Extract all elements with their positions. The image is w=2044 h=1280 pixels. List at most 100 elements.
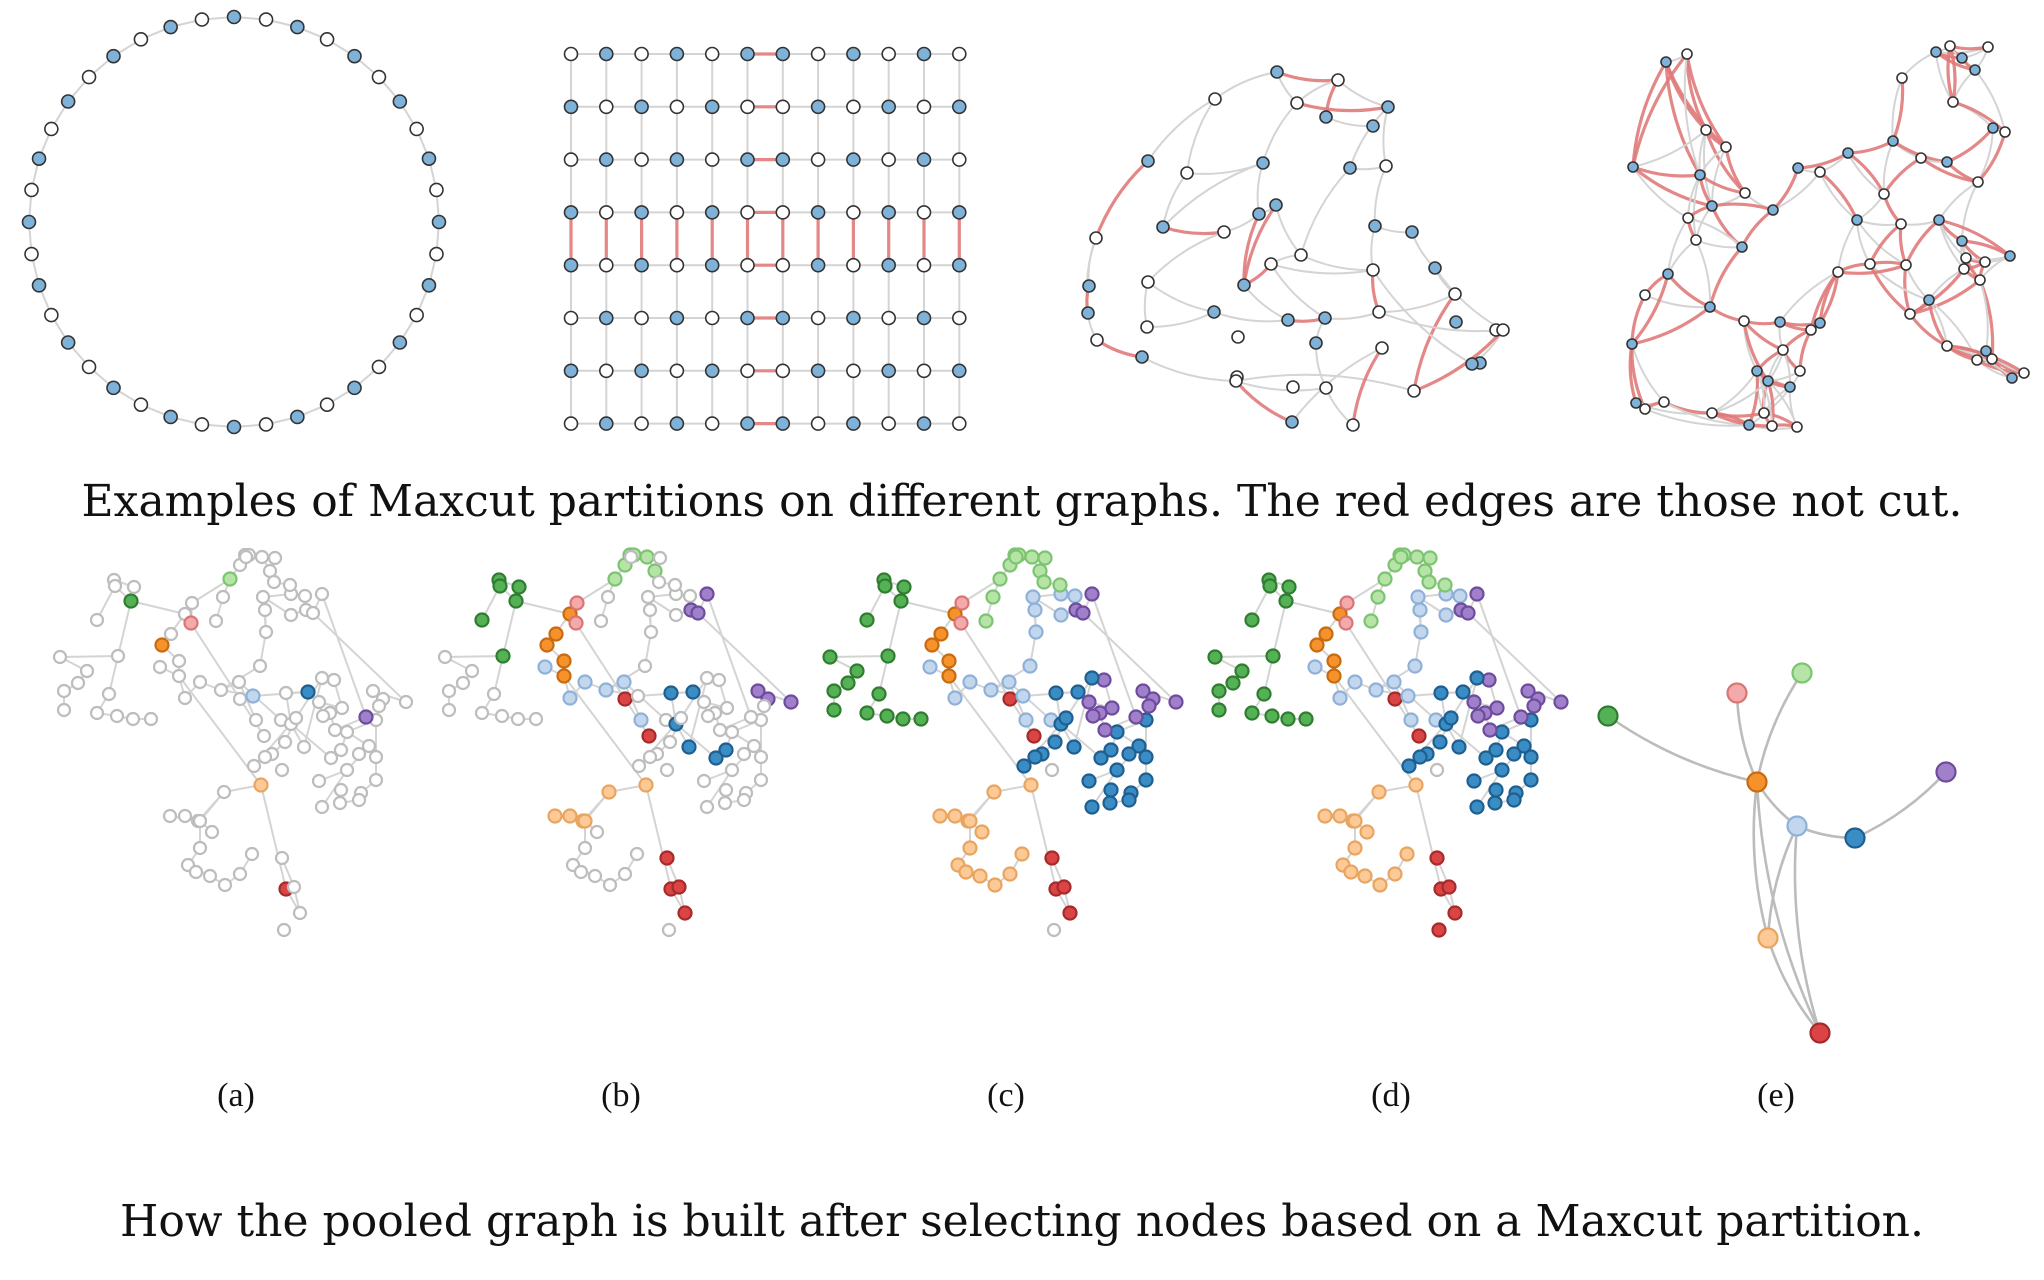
- pooled-graph-panel-e: [1597, 662, 1957, 1044]
- cut-edge: [1270, 263, 1326, 319]
- cluster-node: [1433, 685, 1449, 701]
- cluster-node: [598, 682, 614, 698]
- unselected-node: [1805, 324, 1817, 336]
- tree-node: [1429, 762, 1445, 778]
- selected-node: [669, 46, 685, 62]
- selected-node: [1956, 52, 1968, 64]
- cluster-node: [638, 777, 654, 793]
- cut-edge: [623, 681, 667, 721]
- tree-node: [1046, 922, 1062, 938]
- unselected-node: [1766, 420, 1778, 432]
- tree-node: [736, 746, 752, 762]
- cut-edge: [1262, 102, 1298, 164]
- cluster-node: [1422, 550, 1438, 566]
- tree-node: [333, 742, 349, 758]
- cluster-node: [922, 659, 938, 675]
- selected-node: [740, 416, 755, 431]
- bottom-caption: How the pooled graph is built after sele…: [120, 1196, 1924, 1247]
- cluster-node: [671, 879, 687, 895]
- cluster-node: [992, 571, 1008, 587]
- cluster-node: [1211, 702, 1227, 718]
- tree-node: [244, 846, 260, 862]
- unselected-node: [1739, 187, 1751, 199]
- unselected-node: [1947, 96, 1959, 108]
- cut-edge: [1073, 677, 1093, 748]
- selected-node: [1851, 214, 1863, 226]
- cluster-node: [1307, 659, 1323, 675]
- cluster-node: [1359, 824, 1375, 840]
- unselected-node: [44, 121, 59, 137]
- unselected-node: [704, 152, 720, 167]
- cluster-node: [639, 549, 655, 565]
- unselected-node: [740, 205, 755, 220]
- selected-node: [106, 380, 121, 396]
- selected-node: [704, 205, 720, 220]
- cut-edge: [312, 612, 407, 703]
- unselected-node: [775, 99, 791, 115]
- cluster-node: [1067, 588, 1083, 604]
- unselected-node: [810, 152, 826, 167]
- tree-node: [699, 799, 715, 815]
- tree-node: [256, 728, 272, 744]
- cluster-node: [1121, 746, 1137, 762]
- uncut-edge: [1847, 139, 1894, 155]
- unselected-node: [704, 310, 720, 326]
- tree-node: [188, 864, 204, 880]
- cluster-node: [1141, 698, 1157, 714]
- unselected-node: [1217, 225, 1231, 239]
- cluster-node: [1432, 734, 1448, 750]
- cluster-node: [568, 615, 584, 631]
- cluster-node: [577, 674, 593, 690]
- cluster-node: [1081, 694, 1097, 710]
- unselected-node: [1331, 73, 1345, 87]
- unselected-node: [881, 152, 897, 167]
- unselected-node: [881, 310, 897, 326]
- selected-node: [810, 257, 826, 273]
- cluster-node: [849, 663, 865, 679]
- cluster-node: [1081, 773, 1097, 789]
- cluster-node: [1494, 762, 1510, 778]
- cut-edge: [1644, 408, 1750, 427]
- selected-node: [1285, 415, 1299, 429]
- uncut-edge: [1724, 146, 1747, 194]
- cluster-node: [577, 813, 593, 829]
- tree-node: [494, 708, 510, 724]
- selected-node: [1449, 315, 1463, 329]
- unselected-node: [1777, 344, 1789, 356]
- cluster-node: [539, 637, 555, 653]
- cluster-node: [1280, 711, 1296, 727]
- tree-node: [238, 549, 254, 565]
- cut-edge: [1415, 784, 1442, 890]
- cluster-node: [1084, 670, 1100, 686]
- tree-node: [365, 683, 381, 699]
- unselected-node: [951, 46, 967, 62]
- selected-node: [421, 151, 437, 166]
- unselected-node: [1290, 96, 1304, 110]
- tree-node: [216, 784, 232, 800]
- selected-node: [881, 257, 897, 273]
- uncut-edge: [1242, 213, 1261, 286]
- cluster-node: [1338, 615, 1354, 631]
- cluster-node: [1298, 711, 1314, 727]
- selected-node: [60, 94, 76, 109]
- tree-node: [339, 724, 355, 740]
- selected-node: [951, 363, 967, 379]
- cluster-node: [1047, 734, 1063, 750]
- cluster-node: [358, 709, 374, 725]
- unselected-node: [371, 69, 387, 85]
- unselected-node: [669, 363, 685, 379]
- cut-edge: [1856, 219, 1902, 226]
- selected-node: [563, 99, 579, 115]
- tree-node: [682, 588, 698, 604]
- cluster-node: [1024, 549, 1040, 565]
- tree-node: [204, 824, 220, 840]
- tree-node: [202, 868, 218, 884]
- tree-node: [192, 813, 208, 829]
- cluster-node: [1062, 905, 1078, 921]
- cluster-node: [1411, 728, 1427, 744]
- tree-node: [437, 649, 453, 665]
- selected-node: [810, 363, 826, 379]
- tree-node: [696, 773, 712, 789]
- cluster-node: [123, 593, 139, 609]
- cut-edge: [1235, 373, 1415, 392]
